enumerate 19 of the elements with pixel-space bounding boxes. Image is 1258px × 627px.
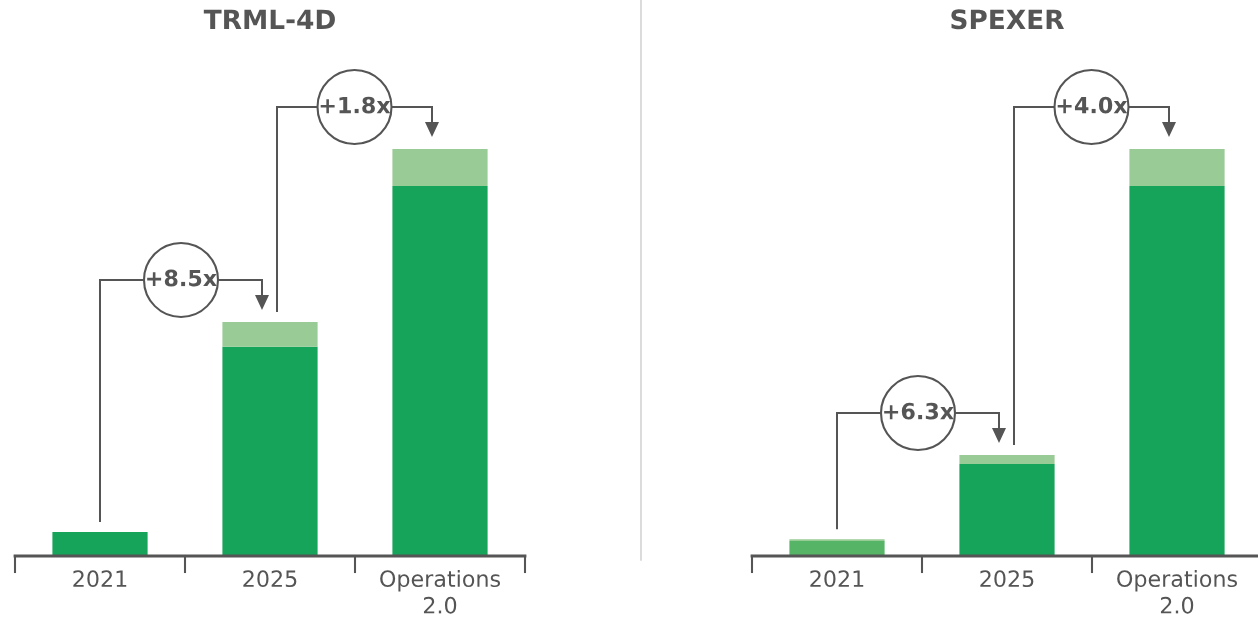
bar — [392, 186, 488, 556]
bar — [52, 531, 148, 556]
bar — [392, 149, 488, 187]
x-tick-label: Operations 2.0 — [1117, 569, 1237, 614]
chart-title: SPEXER — [951, 9, 1064, 30]
x-tick-label: Operations 2.0 — [380, 569, 500, 614]
bar — [222, 321, 318, 347]
x-tick-label: 2021 — [810, 570, 864, 588]
bar — [789, 540, 885, 556]
text: +1.8x — [320, 96, 391, 114]
chart-title: TRML-4D — [203, 9, 335, 29]
bar — [959, 455, 1055, 465]
bar — [1129, 149, 1225, 187]
x-tick-label: 2025 — [980, 570, 1034, 588]
annotation: +6.3x — [884, 402, 954, 420]
annotation: +8.5x — [147, 269, 217, 287]
x-tick-label: 2021 — [73, 570, 127, 588]
text: +4.0x — [1057, 96, 1128, 114]
x-tick-label: 2025 — [243, 570, 297, 588]
